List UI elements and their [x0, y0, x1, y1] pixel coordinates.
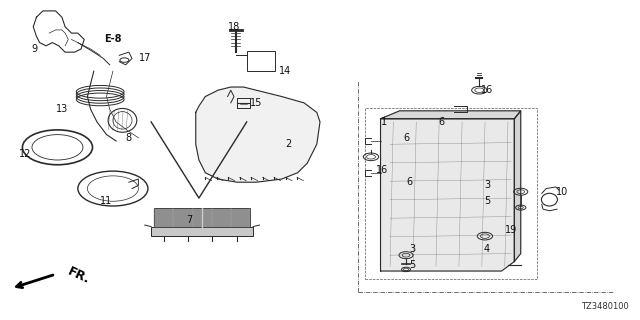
Text: 3: 3 [410, 244, 415, 254]
Text: TZ3480100: TZ3480100 [581, 302, 629, 311]
Text: 5: 5 [409, 260, 415, 270]
Text: FR.: FR. [65, 265, 92, 287]
Bar [246, 51, 275, 71]
Text: 6: 6 [406, 177, 412, 187]
Text: 16: 16 [376, 164, 388, 174]
Text: 10: 10 [556, 187, 568, 197]
Text: 2: 2 [285, 139, 291, 149]
Polygon shape [381, 119, 515, 271]
Text: 8: 8 [126, 133, 132, 143]
Text: 7: 7 [186, 215, 193, 225]
Text: 15: 15 [250, 98, 262, 108]
Text: 14: 14 [279, 66, 291, 76]
Polygon shape [515, 111, 521, 261]
Text: 3: 3 [484, 180, 490, 190]
Text: 1: 1 [381, 117, 387, 127]
Text: E-8: E-8 [104, 35, 122, 44]
Text: 4: 4 [484, 244, 490, 254]
Text: 9: 9 [31, 44, 38, 54]
Polygon shape [381, 111, 521, 119]
Bar [154, 208, 250, 227]
Text: 12: 12 [19, 149, 32, 159]
Text: 18: 18 [228, 22, 240, 32]
Text: 6: 6 [438, 117, 444, 127]
Bar [151, 227, 253, 236]
Text: 5: 5 [484, 196, 490, 206]
Bar [365, 108, 537, 279]
Text: 17: 17 [139, 53, 151, 63]
Text: 19: 19 [505, 225, 517, 235]
Text: 16: 16 [481, 85, 493, 95]
Text: 13: 13 [56, 104, 68, 114]
Text: 6: 6 [403, 133, 409, 143]
Polygon shape [196, 87, 320, 182]
Text: 11: 11 [100, 196, 113, 206]
